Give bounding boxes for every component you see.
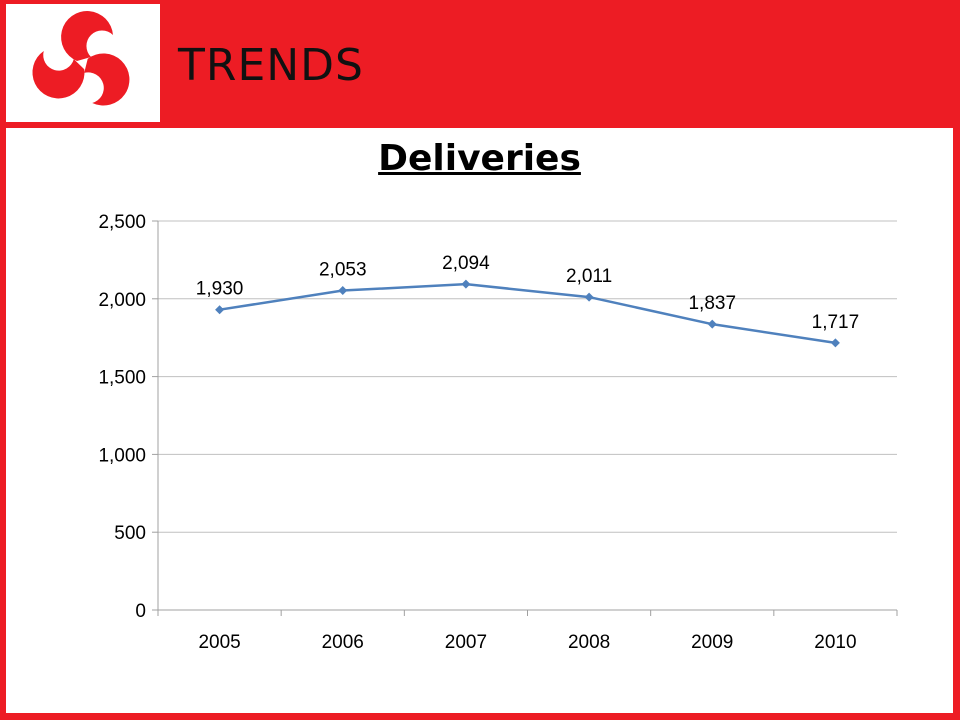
data-point [215,305,225,315]
chart-panel: Deliveries 0 500 1,000 1,500 2,000 2,500 2005 2… [6,128,953,713]
chart-title: Deliveries [378,138,581,179]
page-title: TRENDS [178,40,364,91]
data-point [584,292,594,302]
y-tick-label: 500 [114,523,146,544]
data-label: 1,837 [688,293,736,314]
data-label: 2,011 [566,266,612,287]
y-tick-label: 1,000 [98,445,146,466]
x-tick-label: 2005 [198,632,240,653]
series-line [219,282,836,345]
data-point [830,338,840,348]
y-tick-label: 0 [135,601,146,622]
line-chart: 0 500 1,000 1,500 2,000 2,500 2005 2006 2007 2008… [98,212,898,653]
x-tick-label: 2010 [814,632,856,653]
data-point [338,286,348,296]
x-tick-label: 2008 [568,632,610,653]
tri-swirl-logo-icon [32,11,130,106]
data-label: 1,717 [812,312,860,333]
data-label: 2,094 [442,253,490,274]
data-point [461,279,471,289]
x-tick-label: 2006 [322,632,364,653]
x-tick-label: 2007 [445,632,487,653]
logo [6,4,160,122]
data-point [707,319,717,329]
x-tick-label: 2009 [691,632,733,653]
data-label: 2,053 [319,260,367,281]
y-tick-label: 2,000 [98,290,146,311]
data-label: 1,930 [196,279,244,300]
y-tick-label: 2,500 [98,212,146,233]
y-tick-label: 1,500 [98,368,146,389]
